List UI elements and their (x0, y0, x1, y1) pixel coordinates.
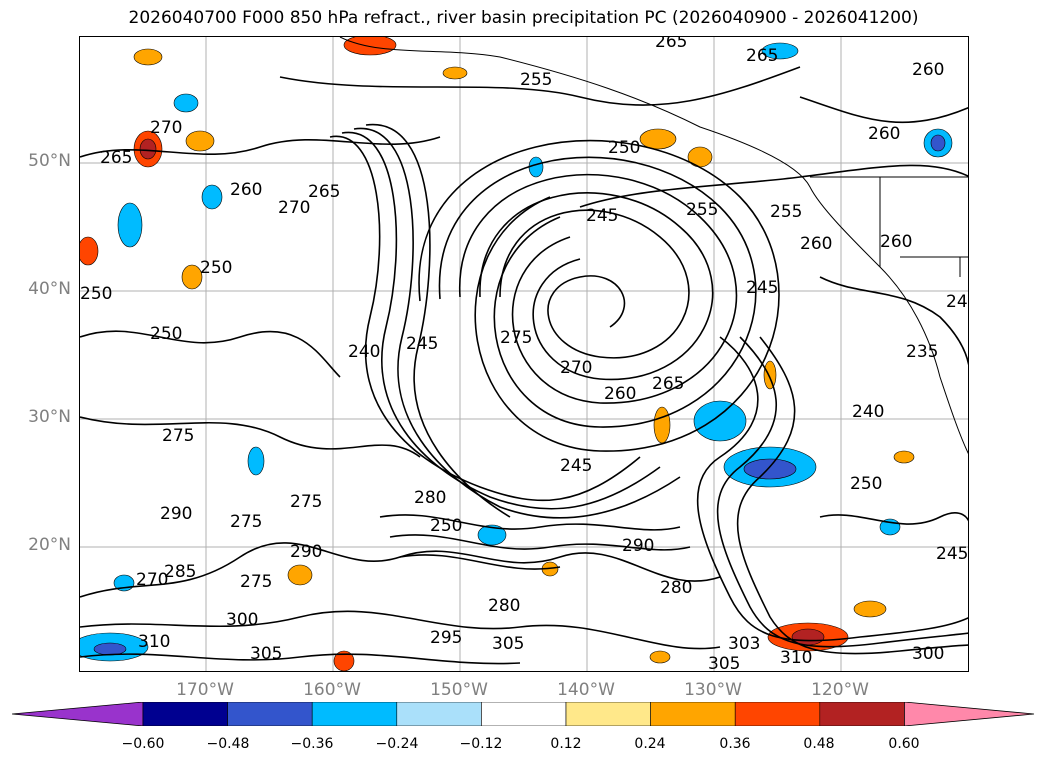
contour-label: 280 (414, 488, 446, 508)
contour-label: 265 (652, 374, 684, 394)
colorbar-tick: 0.48 (803, 736, 835, 752)
colorbar (12, 702, 1035, 726)
lon-label: 120°W (811, 680, 869, 700)
colorbar-segment (12, 702, 144, 726)
colorbar-segment (650, 702, 736, 726)
contour-label-group: 265 255 260 265 260 270 265 260 250 260 … (80, 37, 969, 672)
lat-label: 50°N (28, 151, 71, 171)
contour-label: 250 (200, 258, 232, 278)
colorbar-segment (311, 702, 398, 726)
contour-label: 265 (100, 148, 132, 168)
lon-label: 170°W (176, 680, 234, 700)
contour-label: 250 (150, 324, 182, 344)
lon-label: 150°W (430, 680, 488, 700)
contour-label: 275 (162, 426, 194, 446)
map-panel[interactable]: 265 255 260 265 260 270 265 260 250 260 … (79, 36, 969, 672)
colorbar-tick: 0.12 (550, 736, 582, 752)
colorbar-segment (481, 702, 567, 726)
contour-label: 260 (880, 232, 912, 252)
contour-label: 305 (708, 654, 740, 672)
colorbar-segment (565, 702, 651, 726)
lon-label: 160°W (303, 680, 361, 700)
colorbar-segment (227, 702, 313, 726)
contour-label: 250 (80, 284, 112, 304)
lat-label: 30°N (28, 407, 71, 427)
lat-label: 40°N (28, 279, 71, 299)
contour-label: 303 (728, 634, 760, 654)
precip-shading (80, 37, 953, 671)
contour-label: 270 (150, 118, 182, 138)
contour-label: 305 (250, 644, 282, 664)
map-title: 2026040700 F000 850 hPa refract., river … (128, 8, 919, 28)
coastline (339, 37, 968, 454)
map-canvas: 265 255 260 265 260 270 265 260 250 260 … (80, 37, 969, 672)
contour-label: 310 (138, 632, 170, 652)
contour-label: 245 (936, 544, 968, 564)
colorbar-tick: −0.24 (375, 736, 419, 752)
contour-label: 285 (164, 562, 196, 582)
colorbar-segment (396, 702, 482, 726)
lon-label: 130°W (684, 680, 742, 700)
contour-label: 290 (290, 542, 322, 562)
contour-label: 245 (586, 206, 618, 226)
contour-label: 280 (488, 596, 520, 616)
colorbar-segment (142, 702, 228, 726)
contour-label: 310 (780, 648, 812, 668)
contour-label: 250 (850, 474, 882, 494)
contour-label: 245 (406, 334, 438, 354)
contour-label: 295 (430, 628, 462, 648)
colorbar-tick: −0.48 (206, 736, 250, 752)
contour-label: 245 (946, 292, 969, 312)
contour-label: 300 (912, 644, 944, 664)
colorbar-tick: −0.36 (290, 736, 334, 752)
contour-label: 255 (770, 202, 802, 222)
contour-label: 270 (278, 198, 310, 218)
contour-label: 260 (604, 384, 636, 404)
contour-label: 275 (500, 328, 532, 348)
graticule (80, 37, 968, 671)
colorbar-tick: −0.12 (459, 736, 503, 752)
colorbar-tick: 0.36 (719, 736, 751, 752)
contour-label: 260 (800, 234, 832, 254)
contour-label: 270 (560, 358, 592, 378)
contour-label: 240 (348, 342, 380, 362)
lat-label: 20°N (28, 535, 71, 555)
refractivity-contours (80, 66, 968, 665)
contour-label: 275 (290, 492, 322, 512)
contour-label: 250 (430, 516, 462, 536)
contour-label: 260 (912, 60, 944, 80)
colorbar-tick: 0.24 (634, 736, 666, 752)
contour-label: 290 (622, 536, 654, 556)
contour-label: 260 (230, 180, 262, 200)
colorbar-segment (819, 702, 905, 726)
colorbar-segment (904, 702, 1035, 726)
contour-label: 265 (308, 182, 340, 202)
contour-label: 280 (660, 578, 692, 598)
colorbar-tick: 0.60 (888, 736, 920, 752)
contour-label: 245 (560, 456, 592, 476)
colorbar-tick: −0.60 (121, 736, 165, 752)
contour-label: 235 (906, 342, 938, 362)
contour-label: 270 (136, 570, 168, 590)
lon-label: 140°W (557, 680, 615, 700)
contour-label: 265 (655, 37, 687, 52)
colorbar-segment (734, 702, 821, 726)
contour-label: 255 (686, 200, 718, 220)
contour-label: 275 (240, 572, 272, 592)
contour-label: 245 (746, 278, 778, 298)
contour-label: 255 (520, 70, 552, 90)
contour-label: 260 (868, 124, 900, 144)
contour-label: 240 (852, 402, 884, 422)
contour-label: 300 (226, 610, 258, 630)
contour-label: 290 (160, 504, 192, 524)
contour-label: 265 (746, 46, 778, 66)
contour-label: 305 (492, 634, 524, 654)
contour-label: 275 (230, 512, 262, 532)
contour-label: 250 (608, 138, 640, 158)
